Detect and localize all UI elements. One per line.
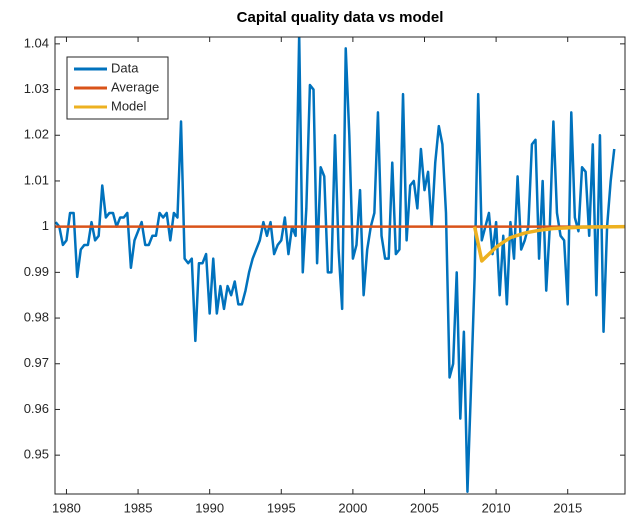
- y-tick-label: 0.99: [24, 264, 49, 279]
- y-tick-label: 0.95: [24, 447, 49, 462]
- legend-label: Average: [111, 79, 159, 94]
- y-tick-label: 0.96: [24, 401, 49, 416]
- y-tick-label: 0.98: [24, 309, 49, 324]
- legend-label: Data: [111, 60, 139, 75]
- axes-box: [54, 36, 626, 495]
- x-tick-label: 1985: [124, 500, 153, 515]
- x-tick-label: 2010: [482, 500, 511, 515]
- x-tick-label: 1990: [195, 500, 224, 515]
- y-tick-label: 1.03: [24, 81, 49, 96]
- legend-label: Model: [111, 98, 147, 113]
- series-line: [55, 37, 616, 493]
- y-tick-label: 1.04: [24, 35, 49, 50]
- plot-lines: [55, 37, 625, 493]
- x-tick-label: 2005: [410, 500, 439, 515]
- y-tick-label: 0.97: [24, 355, 49, 370]
- series-line: [472, 224, 625, 263]
- x-tick-label: 2015: [553, 500, 582, 515]
- y-tick-label: 1: [42, 218, 49, 233]
- x-tick-label: 2000: [338, 500, 367, 515]
- chart-title: Capital quality data vs model: [237, 9, 444, 26]
- y-tick-label: 1.01: [24, 172, 49, 187]
- x-tick-label: 1995: [267, 500, 296, 515]
- y-tick-label: 1.02: [24, 127, 49, 142]
- x-tick-label: 1980: [52, 500, 81, 515]
